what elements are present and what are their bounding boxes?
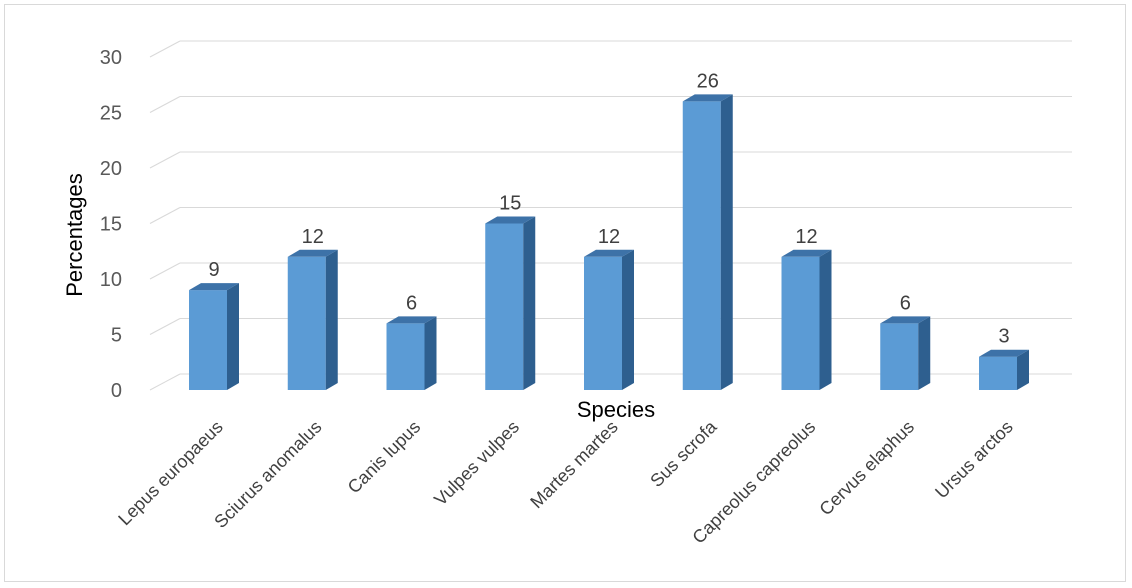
bar-top	[979, 349, 1029, 357]
y-tick-label: 20	[100, 158, 122, 180]
data-label: 12	[795, 226, 817, 248]
bar-front	[287, 256, 326, 390]
y-tick-label: 15	[100, 214, 122, 236]
bar	[584, 249, 634, 390]
y-axis-title: Percentages	[62, 173, 87, 297]
bar-front	[781, 256, 820, 390]
gridline-depth	[149, 373, 181, 391]
data-label: 3	[998, 326, 1009, 348]
x-tick-label: Lepus europaeus	[114, 417, 227, 530]
x-tick-label: Ursus arctos	[931, 417, 1017, 503]
bar-top	[880, 316, 931, 324]
x-tick-label: Sciurus anomalus	[210, 417, 325, 532]
y-tick-label: 30	[100, 47, 122, 69]
x-tick-label: Cervus elaphus	[815, 417, 918, 520]
bar	[682, 94, 733, 391]
data-label: 12	[598, 226, 620, 248]
bar-side	[424, 316, 437, 390]
bar-top	[485, 216, 536, 224]
y-tick-label: 0	[111, 380, 122, 402]
bar-top	[584, 249, 634, 257]
bar-front	[386, 323, 425, 390]
bar-top	[781, 249, 832, 257]
bar-side	[918, 316, 931, 390]
gridline-depth	[149, 318, 181, 335]
x-tick-label: Vulpes vulpes	[430, 417, 523, 510]
bar-side	[720, 94, 733, 391]
gridline-depth	[149, 262, 181, 280]
bar	[781, 249, 832, 390]
bar-side	[819, 249, 832, 390]
bar	[189, 283, 239, 390]
bar-side	[227, 283, 239, 390]
bar-top	[287, 249, 338, 257]
bar	[979, 349, 1029, 390]
bar-top	[682, 94, 733, 102]
x-tick-label: Canis lupus	[344, 417, 425, 498]
gridline-depth	[149, 96, 181, 113]
y-tick-label: 10	[100, 269, 122, 291]
data-label: 26	[697, 70, 719, 92]
data-label: 6	[900, 292, 911, 314]
x-tick-label: Martes martes	[526, 417, 621, 512]
data-label: 9	[208, 259, 219, 281]
bar	[287, 249, 338, 390]
bar-side	[1017, 349, 1029, 390]
bar-side	[622, 249, 634, 390]
x-tick-label: Sus scrofa	[646, 416, 721, 491]
x-axis-title: Species	[577, 397, 655, 422]
data-labels: 9 12 6 15 12 26 12 6 3	[208, 70, 1009, 347]
bar-front	[979, 356, 1017, 390]
bar	[485, 216, 536, 390]
gridline-depth	[149, 207, 181, 224]
bar-top	[386, 316, 437, 324]
gridline-depth	[149, 40, 181, 58]
gridline-depth	[149, 151, 181, 169]
y-tick-label: 25	[100, 103, 122, 125]
y-tick-label: 5	[111, 325, 122, 347]
data-label: 6	[406, 292, 417, 314]
bar-front	[584, 256, 622, 390]
bar-top	[189, 283, 239, 291]
bar	[880, 316, 931, 390]
data-label: 15	[499, 193, 521, 215]
y-axis-ticks: 0 5 10 15 20 25 30	[100, 47, 122, 402]
bar-front	[189, 290, 227, 390]
bars	[189, 94, 1029, 391]
data-label: 12	[302, 226, 324, 248]
bar-front	[485, 223, 524, 390]
bar-front	[682, 101, 721, 391]
bar-front	[880, 323, 919, 390]
bar-side	[523, 216, 536, 390]
bar-side	[325, 249, 338, 390]
bar	[386, 316, 437, 390]
